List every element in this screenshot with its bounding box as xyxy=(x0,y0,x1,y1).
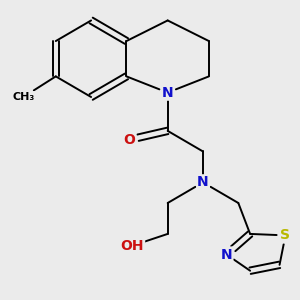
Text: CH₃: CH₃ xyxy=(12,92,34,102)
Text: O: O xyxy=(124,133,135,147)
Text: N: N xyxy=(162,85,173,100)
Text: N: N xyxy=(197,176,209,189)
Text: N: N xyxy=(221,248,232,262)
Text: OH: OH xyxy=(121,239,144,253)
Text: S: S xyxy=(280,228,290,242)
